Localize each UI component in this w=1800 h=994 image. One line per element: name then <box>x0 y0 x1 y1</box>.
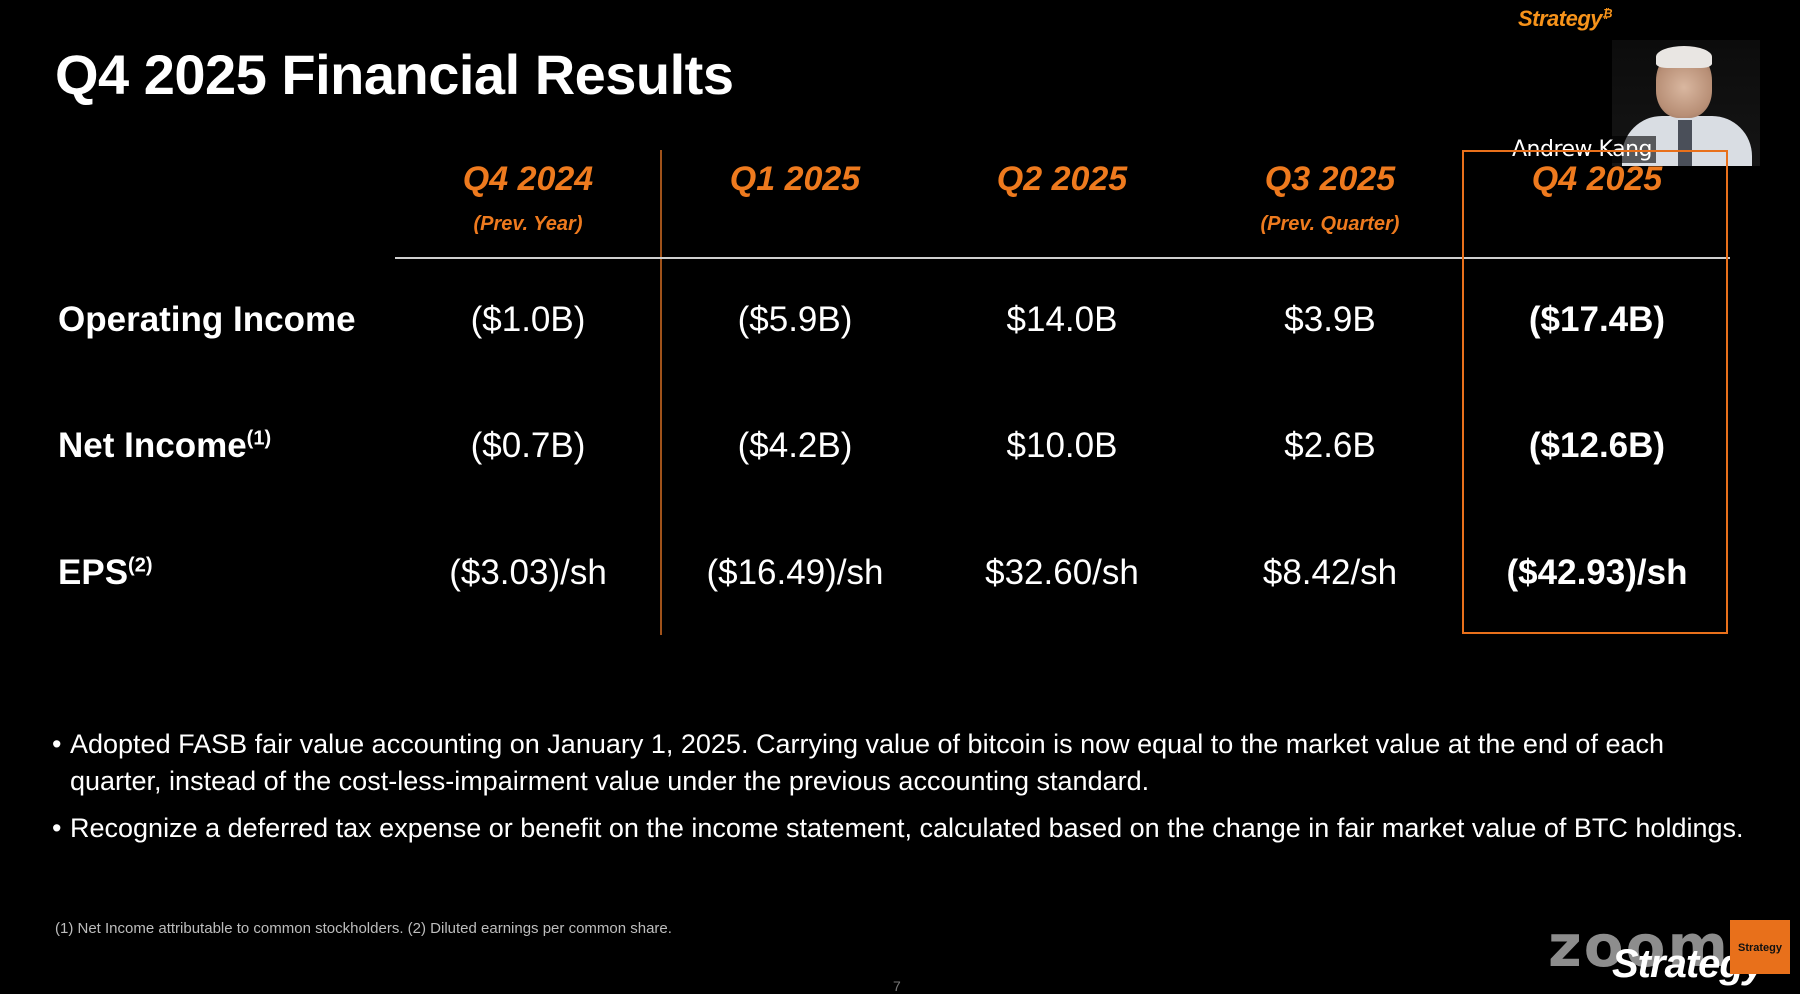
brand-name: Strategy <box>1518 6 1603 31</box>
table-cell: ($0.7B) <box>470 426 586 465</box>
table-cell: $10.0B <box>1006 426 1118 465</box>
column-quarter: Q4 2024 <box>462 160 594 198</box>
column-sub: (Prev. Quarter) <box>1260 213 1400 235</box>
column-quarter: Q4 2025 <box>1531 160 1663 198</box>
table-cell: $8.42/sh <box>1262 553 1398 592</box>
speaker-hair <box>1656 46 1712 68</box>
column-sub <box>932 213 1192 237</box>
table-cell: ($5.9B) <box>737 300 853 339</box>
brand-logo: Strategy₿ <box>1518 6 1613 32</box>
row-label-text: Net Income <box>58 426 247 465</box>
speaker-tie <box>1678 120 1692 166</box>
column-quarter: Q1 2025 <box>729 160 861 198</box>
speaker-name-label: Andrew Kang <box>1508 136 1656 163</box>
column-sub <box>665 213 925 237</box>
bullet-item: Adopted FASB fair value accounting on Ja… <box>52 726 1762 800</box>
row-label-note: (2) <box>128 554 153 577</box>
table-cell: ($4.2B) <box>737 426 853 465</box>
current-quarter-highlight <box>1462 150 1728 634</box>
table-cell: $32.60/sh <box>985 553 1139 592</box>
row-label-note: (1) <box>246 427 272 450</box>
column-sub: (Prev. Year) <box>473 213 583 235</box>
table-cell: $14.0B <box>1006 300 1118 339</box>
table-cell-highlight: ($42.93)/sh <box>1506 553 1688 592</box>
column-header-q4-2025: Q4 2025 <box>1467 160 1727 237</box>
column-header-q4-2024: Q4 2024 (Prev. Year) <box>398 160 658 237</box>
row-label-net-income: Net Income(1) <box>58 426 271 466</box>
column-quarter: Q2 2025 <box>996 160 1128 198</box>
bullet-list: Adopted FASB fair value accounting on Ja… <box>52 726 1762 857</box>
table-cell-highlight: ($12.6B) <box>1528 426 1666 465</box>
column-header-q3-2025: Q3 2025 (Prev. Quarter) <box>1200 160 1460 237</box>
column-header-q1-2025: Q1 2025 <box>665 160 925 237</box>
footnote: (1) Net Income attributable to common st… <box>55 920 672 937</box>
page-number: 7 <box>893 978 901 994</box>
table-cell: $2.6B <box>1284 426 1376 465</box>
table-cell: $3.9B <box>1284 300 1376 339</box>
slide-title: Q4 2025 Financial Results <box>55 43 734 106</box>
table-cell-highlight: ($17.4B) <box>1528 300 1666 339</box>
table-cell: ($3.03)/sh <box>449 553 607 592</box>
row-label-eps: EPS(2) <box>58 553 153 593</box>
row-label-text: EPS <box>58 553 129 592</box>
row-label-operating-income: Operating Income <box>58 300 356 340</box>
bullet-item: Recognize a deferred tax expense or bene… <box>52 810 1762 847</box>
table-cell: ($16.49)/sh <box>706 553 884 592</box>
table-divider-horizontal <box>395 257 1730 259</box>
table-cell: ($1.0B) <box>470 300 586 339</box>
table-divider-vertical <box>660 150 662 635</box>
row-label-text: Operating Income <box>58 300 356 339</box>
brand-mark: ₿ <box>1602 6 1613 21</box>
column-quarter: Q3 2025 <box>1264 160 1396 198</box>
corner-brand-tile: Strategy <box>1730 920 1790 974</box>
zoom-logo: zoom <box>1548 912 1730 980</box>
column-header-q2-2025: Q2 2025 <box>932 160 1192 237</box>
column-sub <box>1467 213 1727 237</box>
